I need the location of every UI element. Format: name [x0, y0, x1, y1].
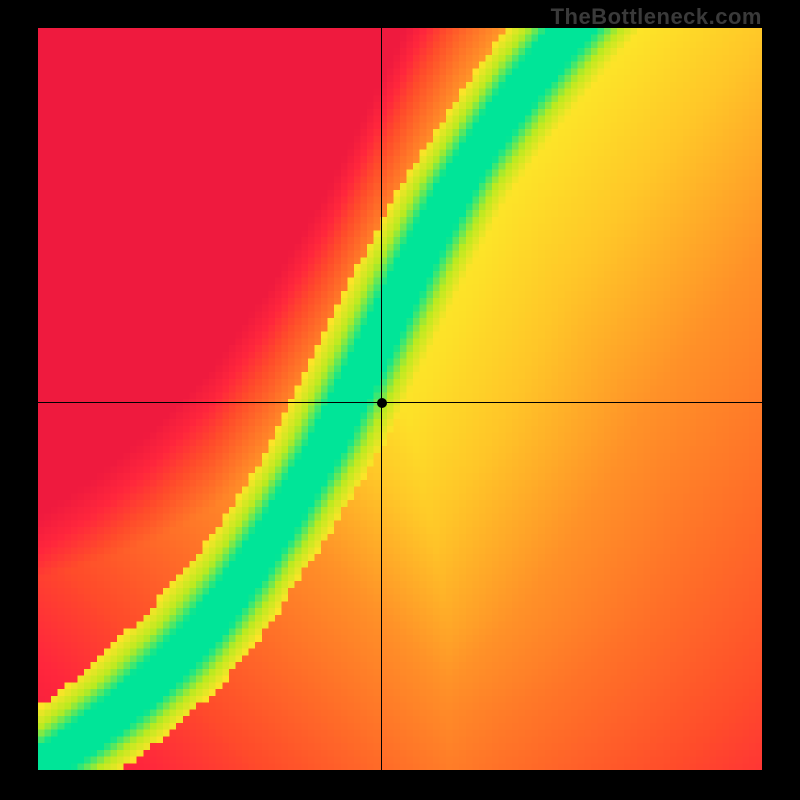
watermark-text: TheBottleneck.com [551, 4, 762, 30]
crosshair-horizontal [38, 402, 762, 403]
bottleneck-heatmap [38, 28, 762, 770]
selection-marker [377, 398, 387, 408]
chart-container: { "type": "heatmap", "canvas": { "width"… [0, 0, 800, 800]
